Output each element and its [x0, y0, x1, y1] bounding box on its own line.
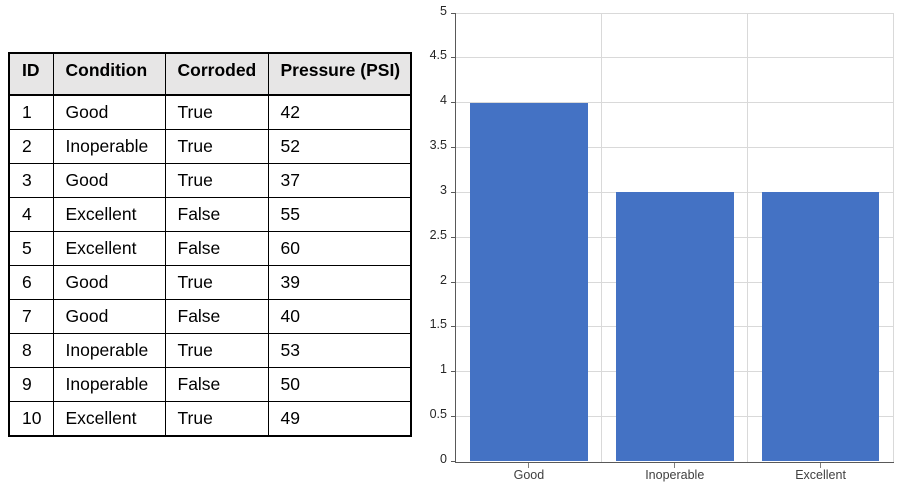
table-cell: Good — [52, 94, 166, 130]
y-axis-label: 2.5 — [429, 227, 447, 242]
y-axis-tick — [450, 416, 456, 418]
table-cell: True — [164, 333, 269, 369]
table-cell: True — [164, 162, 269, 198]
y-axis-tick — [450, 461, 456, 462]
y-axis-label: 3 — [440, 182, 447, 197]
table-cell: True — [164, 128, 269, 164]
y-axis-tick — [450, 191, 456, 193]
y-axis-tick — [450, 371, 456, 373]
table-cell: Excellent — [52, 196, 166, 232]
bar-good — [470, 102, 588, 462]
y-axis-tick — [450, 236, 456, 238]
y-axis-label: 1 — [440, 362, 447, 377]
y-axis-label: 1.5 — [429, 317, 447, 332]
column-header-corroded: Corroded — [164, 52, 269, 96]
chart-plot-area — [456, 12, 894, 462]
table-cell: Excellent — [52, 230, 166, 266]
table-cell: False — [164, 367, 269, 403]
x-axis-tick — [528, 463, 530, 468]
table-row: 8 Inoperable True 53 — [8, 333, 412, 369]
y-axis-tick — [450, 57, 456, 59]
y-axis-tick — [450, 147, 456, 149]
table-row: 6 Good True 39 — [8, 264, 412, 301]
h-gridline — [456, 57, 894, 59]
column-header-pressure-psi: Pressure (PSI) — [267, 52, 412, 96]
table-cell: True — [164, 94, 269, 130]
h-gridline — [456, 147, 894, 149]
table-row: 9 Inoperable False 50 — [8, 367, 412, 403]
table-cell: 3 — [8, 162, 54, 198]
table-cell: 10 — [8, 401, 54, 437]
table-cell: 53 — [267, 333, 412, 369]
table-cell: Excellent — [52, 401, 166, 437]
pipes-table: ID Condition Corroded Pressure (PSI) 1 Good T… — [8, 52, 412, 437]
y-axis-tick — [450, 102, 456, 104]
y-axis-label: 0 — [440, 452, 447, 466]
y-axis-tick — [450, 281, 456, 283]
x-axis-label: Excellent — [795, 467, 846, 482]
table-row: 10 Excellent True 49 — [8, 401, 412, 437]
table-row: 4 Excellent False 55 — [8, 196, 412, 232]
table-row: 7 Good False 40 — [8, 299, 412, 335]
bar-excellent — [761, 192, 880, 462]
v-gridline — [601, 13, 603, 462]
table-cell: 52 — [267, 128, 412, 164]
table-cell: 55 — [267, 196, 412, 232]
table-header-row: ID Condition Corroded Pressure (PSI) — [8, 52, 412, 96]
column-header-condition: Condition — [52, 52, 166, 96]
y-axis-label: 3.5 — [429, 138, 447, 153]
v-gridline — [747, 13, 749, 462]
h-gridline — [456, 102, 894, 104]
h-gridline — [456, 12, 894, 14]
x-axis-tick — [820, 463, 822, 468]
table-row: 3 Good True 37 — [8, 162, 412, 198]
table-cell: Good — [52, 264, 166, 301]
v-gridline — [893, 13, 894, 462]
x-axis-label: Good — [513, 467, 545, 482]
table-cell: 49 — [267, 401, 412, 437]
table-cell: 37 — [267, 162, 412, 198]
table-cell: 40 — [267, 299, 412, 335]
table-cell: 7 — [8, 299, 54, 335]
table-cell: True — [164, 401, 269, 437]
table-cell: 42 — [267, 94, 412, 130]
y-axis-label: 4.5 — [429, 48, 447, 63]
y-axis-label: 0.5 — [429, 407, 447, 422]
table-cell: Good — [52, 299, 166, 335]
table-cell: Good — [52, 162, 166, 198]
y-axis-tick — [450, 12, 456, 14]
bar-inoperable — [616, 192, 734, 462]
y-axis-label: 2 — [440, 272, 447, 287]
y-axis-tick — [450, 326, 456, 328]
x-axis-line — [454, 461, 894, 463]
y-axis-label: 5 — [440, 3, 447, 18]
column-header-id: ID — [8, 52, 54, 96]
table-cell: 39 — [267, 264, 412, 301]
x-axis-label: Inoperable — [645, 467, 705, 482]
table-row: 1 Good True 42 — [8, 94, 412, 130]
table-cell: Inoperable — [52, 128, 166, 164]
table-row: 2 Inoperable True 52 — [8, 128, 412, 164]
x-axis-tick — [674, 463, 676, 468]
table-cell: 2 — [8, 128, 54, 164]
y-axis-line — [454, 13, 456, 463]
y-axis-label: 4 — [440, 93, 447, 108]
